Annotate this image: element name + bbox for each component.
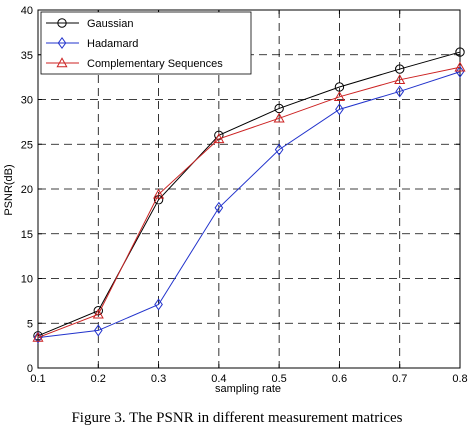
y-tick-label: 25	[21, 139, 33, 151]
figure-caption: Figure 3. The PSNR in different measurem…	[71, 410, 403, 426]
data-point	[153, 188, 165, 199]
y-tick-label: 10	[21, 274, 33, 286]
x-tick-label: 0.1	[30, 373, 45, 385]
legend-label: Hadamard	[87, 38, 138, 50]
y-axis-label: PSNR(dB)	[3, 164, 15, 215]
data-point	[333, 91, 345, 102]
x-tick-label: 0.2	[91, 373, 106, 385]
series-diamond	[33, 65, 465, 344]
x-tick-label: 0.3	[151, 373, 166, 385]
y-tick-label: 0	[27, 363, 33, 375]
data-point	[93, 324, 103, 337]
data-point	[214, 201, 224, 214]
data-point	[154, 298, 163, 311]
y-tick-label: 35	[21, 50, 33, 62]
data-point	[454, 61, 466, 72]
data-point	[274, 143, 284, 156]
series-triangle	[32, 61, 466, 342]
series-line	[37, 66, 461, 339]
series-circle	[33, 47, 465, 341]
data-point	[213, 133, 225, 144]
data-point	[33, 331, 43, 344]
psnr-chart: 0.1 0.2 0.3 0.4 0.5 0.6 0.7 0.8 0 5 10 15 20 25 30 35 40…	[3, 5, 468, 395]
data-point	[32, 331, 44, 342]
legend-label: Complementary Sequences	[87, 58, 223, 70]
x-tick-label: 0.6	[332, 373, 347, 385]
y-tick-label: 15	[21, 229, 33, 241]
series-line	[37, 71, 461, 339]
data-point	[92, 308, 104, 319]
data-point	[335, 103, 344, 116]
y-tick-label: 5	[27, 318, 33, 330]
series	[32, 47, 466, 344]
y-tick-label: 40	[21, 5, 33, 17]
y-tick-label: 20	[21, 184, 33, 196]
data-point	[93, 306, 103, 316]
legend-marker	[57, 18, 67, 28]
x-tick-label: 0.4	[211, 373, 226, 385]
data-point	[455, 65, 465, 78]
y-tick-label: 30	[21, 95, 33, 107]
legend-marker	[57, 36, 67, 50]
legend: Gaussian Hadamard Complementary Sequences	[40, 11, 252, 75]
data-point	[394, 74, 406, 85]
axes: 0.1 0.2 0.3 0.4 0.5 0.6 0.7 0.8 0 5 10 15 20 25 30 35 40	[21, 5, 468, 385]
data-point	[395, 85, 405, 98]
data-point	[395, 64, 405, 74]
legend-marker	[56, 57, 68, 68]
data-point	[455, 47, 465, 57]
x-tick-label: 0.8	[452, 373, 467, 385]
legend-label: Gaussian	[87, 18, 133, 30]
x-tick-label: 0.7	[392, 373, 407, 385]
data-point	[273, 112, 285, 123]
x-axis-label: sampling rate	[215, 383, 281, 395]
series-line	[37, 51, 461, 337]
x-tick-label: 0.5	[271, 373, 286, 385]
data-point	[153, 195, 164, 205]
